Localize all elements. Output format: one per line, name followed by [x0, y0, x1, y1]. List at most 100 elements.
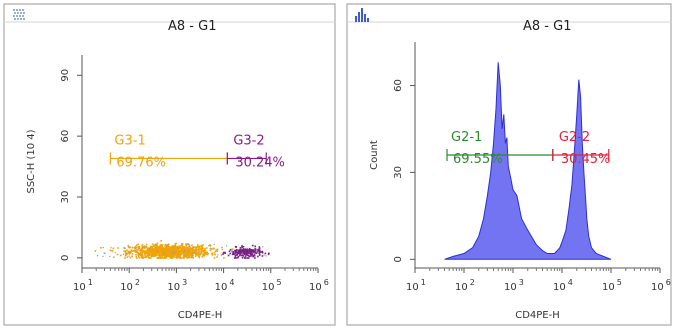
data-point — [142, 257, 144, 259]
data-point — [265, 255, 267, 257]
data-point — [239, 247, 242, 249]
data-point — [187, 253, 189, 256]
data-point — [253, 250, 255, 253]
data-point — [258, 246, 261, 248]
data-point — [228, 250, 231, 253]
data-point — [123, 253, 125, 255]
data-point — [182, 245, 184, 248]
data-point — [234, 249, 236, 252]
data-point — [113, 256, 115, 258]
data-point — [180, 243, 183, 245]
data-point — [251, 253, 253, 256]
data-point — [241, 252, 243, 254]
data-point — [114, 251, 116, 254]
data-point — [167, 252, 170, 254]
data-point — [128, 255, 130, 257]
data-point — [177, 251, 179, 253]
data-point — [197, 254, 200, 256]
data-point — [192, 249, 195, 252]
data-point — [222, 251, 225, 254]
data-point — [242, 251, 244, 253]
data-point — [135, 253, 137, 256]
data-point — [166, 247, 169, 250]
data-point — [166, 249, 168, 251]
data-point — [157, 252, 159, 255]
data-point — [156, 250, 158, 252]
data-point — [170, 247, 173, 250]
data-point — [161, 244, 164, 246]
data-point — [244, 248, 247, 250]
data-point — [126, 252, 128, 255]
data-point — [184, 248, 186, 250]
data-point — [245, 254, 248, 256]
data-point — [136, 257, 138, 259]
data-point — [155, 244, 158, 247]
x-tick-label: 10 2 — [120, 278, 140, 293]
data-point — [198, 255, 200, 258]
data-point — [127, 246, 130, 248]
data-point — [160, 257, 162, 259]
data-point — [250, 251, 253, 253]
data-point — [174, 252, 176, 254]
y-tick-label: 90 — [60, 69, 71, 82]
data-point — [188, 255, 190, 257]
data-point — [147, 253, 150, 256]
data-point — [246, 257, 248, 259]
data-point — [234, 245, 237, 248]
data-point — [153, 252, 156, 254]
data-point — [131, 255, 133, 258]
data-point — [196, 252, 198, 254]
data-point — [150, 248, 153, 250]
data-point — [188, 251, 191, 254]
gate-g2-2: G2-2 30.45% — [552, 130, 610, 167]
panel-1: A8 - G1 10 1 10 2 10 3 10 4 10 5 10 6 0 30 60 90 CD4PE-H S… — [3, 3, 336, 326]
data-point — [112, 247, 115, 250]
data-point — [157, 248, 159, 250]
gate-g2-1: G2-1 69.55% — [446, 130, 554, 167]
data-point — [205, 252, 208, 254]
x-tick-label: 10 2 — [455, 278, 475, 293]
data-point — [247, 254, 249, 257]
data-point — [156, 251, 158, 253]
data-point — [137, 246, 140, 248]
data-point — [177, 256, 180, 258]
data-point — [181, 252, 184, 254]
data-point — [188, 248, 191, 250]
data-point — [173, 247, 176, 250]
data-point — [169, 249, 172, 251]
data-point — [140, 253, 143, 256]
data-point — [251, 252, 253, 255]
data-point — [158, 257, 161, 259]
data-point — [211, 252, 213, 255]
data-point — [148, 247, 151, 249]
gate-percent: 30.24% — [235, 155, 285, 170]
data-point — [257, 255, 259, 258]
data-point — [191, 255, 194, 258]
data-point — [216, 248, 219, 251]
data-point — [213, 243, 215, 245]
data-point — [111, 250, 113, 252]
data-point — [144, 245, 146, 248]
data-point — [186, 251, 189, 254]
data-point — [169, 250, 171, 253]
data-point — [152, 254, 154, 256]
data-point — [199, 251, 201, 253]
data-point — [198, 249, 200, 252]
data-point — [204, 248, 206, 250]
data-point — [173, 246, 175, 249]
data-point — [162, 251, 165, 253]
data-point — [215, 249, 218, 252]
data-point — [201, 247, 203, 249]
data-point — [183, 251, 185, 253]
data-point — [124, 250, 127, 252]
data-point — [184, 256, 186, 258]
data-point — [253, 251, 255, 254]
data-point — [160, 240, 162, 242]
data-point — [129, 256, 132, 259]
data-point — [239, 250, 241, 253]
data-point — [251, 249, 253, 252]
data-point — [192, 257, 194, 259]
data-point — [170, 257, 172, 259]
data-point — [189, 249, 191, 251]
